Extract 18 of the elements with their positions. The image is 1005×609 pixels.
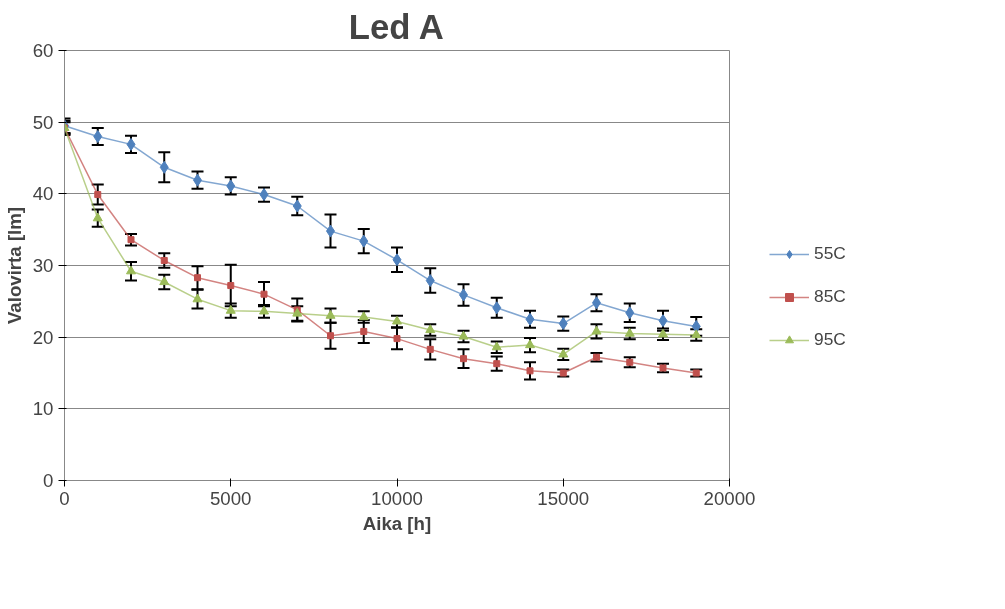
legend-label: 85C	[814, 286, 846, 307]
y-tick-label: 40	[32, 183, 54, 205]
legend-label: 55C	[814, 243, 846, 264]
y-tick-label: 0	[43, 470, 54, 491]
x-tick-label: 15000	[537, 487, 590, 509]
x-tick-label: 5000	[210, 487, 252, 509]
x-tick-label: 20000	[703, 487, 756, 509]
x-tick-label: 0	[59, 487, 70, 509]
y-tick-label: 50	[32, 111, 54, 133]
chart-title: Led A	[348, 7, 444, 46]
y-axis-title: Valovirta [lm]	[3, 206, 25, 325]
y-tick-label: 60	[32, 40, 54, 61]
x-tick-label: 10000	[371, 487, 423, 509]
legend-label: 95C	[814, 329, 846, 350]
x-axis-title: Aika [h]	[362, 512, 432, 534]
y-tick-label: 10	[32, 398, 54, 420]
y-tick-label: 20	[32, 326, 54, 348]
y-tick-label: 30	[32, 255, 54, 276]
